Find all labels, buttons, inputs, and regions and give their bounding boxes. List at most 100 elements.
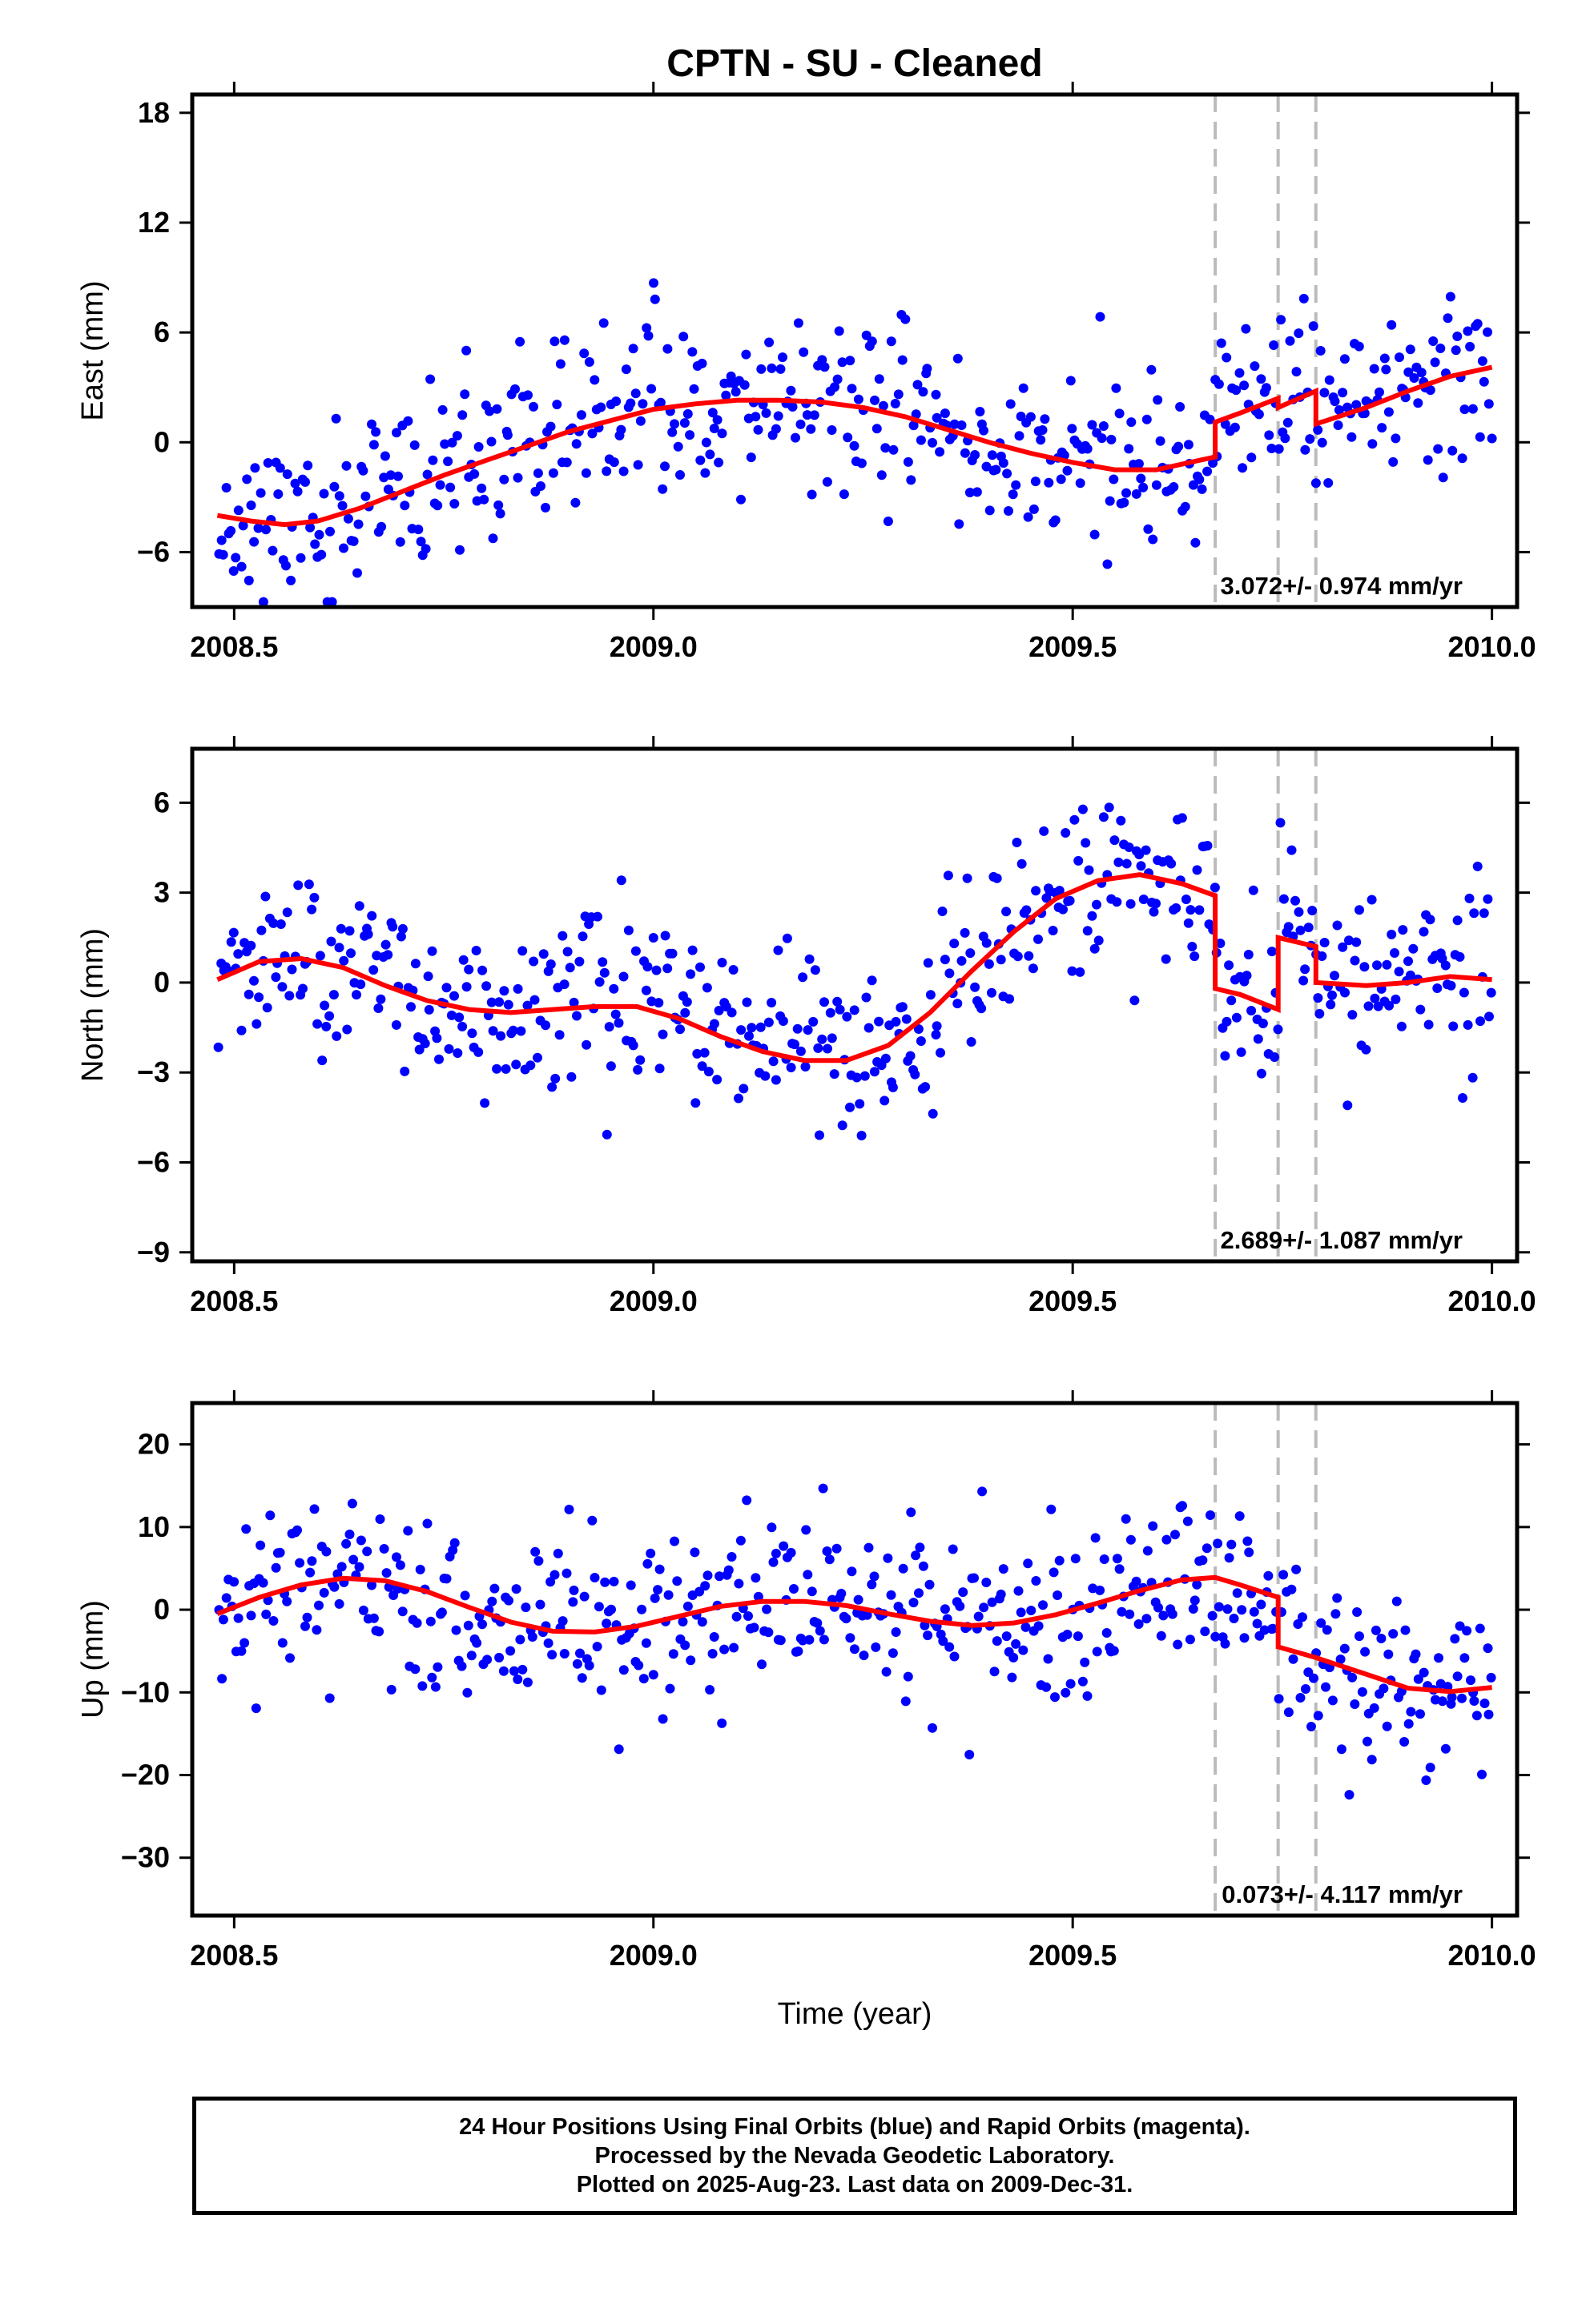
east-data-point bbox=[700, 468, 710, 478]
north-data-point bbox=[1226, 995, 1237, 1006]
north-data-point bbox=[1295, 925, 1306, 935]
up-data-point bbox=[707, 1649, 718, 1659]
east-data-point bbox=[1291, 367, 1302, 377]
up-data-point bbox=[888, 1648, 898, 1659]
north-data-point bbox=[1054, 886, 1065, 896]
up-data-point bbox=[302, 1612, 312, 1622]
north-data-point bbox=[236, 1025, 247, 1035]
north-data-point bbox=[1458, 1093, 1467, 1103]
east-data-point bbox=[579, 348, 590, 359]
east-data-point bbox=[1375, 387, 1384, 397]
north-data-point bbox=[572, 1011, 582, 1021]
east-data-point bbox=[822, 476, 832, 487]
north-data-point bbox=[658, 1029, 668, 1039]
east-data-point bbox=[1124, 444, 1134, 454]
north-data-point bbox=[965, 948, 976, 959]
north-data-point bbox=[829, 1069, 839, 1080]
up-data-point bbox=[1455, 1621, 1465, 1631]
east-data-point bbox=[1214, 379, 1224, 389]
up-data-point bbox=[577, 1673, 587, 1683]
east-data-point bbox=[421, 544, 431, 554]
north-data-point bbox=[332, 1031, 342, 1041]
up-data-point bbox=[374, 1626, 384, 1637]
north-data-point bbox=[633, 1064, 643, 1075]
north-data-point bbox=[324, 1011, 335, 1021]
east-data-point bbox=[630, 388, 641, 399]
east-data-point bbox=[775, 364, 786, 374]
up-data-point bbox=[1344, 1790, 1354, 1800]
east-data-point bbox=[928, 437, 937, 448]
up-data-point bbox=[1399, 1737, 1410, 1747]
up-data-point bbox=[1158, 1610, 1169, 1621]
north-data-point bbox=[813, 1043, 823, 1053]
east-data-point bbox=[972, 487, 982, 497]
up-data-point bbox=[292, 1525, 302, 1535]
north-data-point bbox=[1075, 967, 1085, 977]
north-data-point bbox=[598, 957, 608, 967]
up-data-point bbox=[569, 1585, 579, 1595]
east-data-point bbox=[403, 416, 413, 426]
north-data-point bbox=[861, 992, 871, 1003]
north-data-point bbox=[446, 1010, 457, 1020]
east-data-point bbox=[682, 408, 693, 419]
north-data-point bbox=[1419, 927, 1429, 937]
north-data-point bbox=[1177, 813, 1187, 823]
east-data-point bbox=[447, 437, 457, 448]
north-data-point bbox=[473, 1047, 484, 1057]
east-data-point bbox=[1467, 404, 1478, 414]
north-data-point bbox=[614, 1018, 624, 1028]
east-data-point bbox=[908, 420, 919, 431]
east-data-point bbox=[310, 539, 320, 549]
east-data-point bbox=[802, 410, 812, 420]
up-data-point bbox=[658, 1714, 668, 1724]
east-data-point bbox=[1220, 419, 1230, 429]
east-data-point bbox=[1315, 346, 1326, 356]
up-data-point bbox=[1309, 1673, 1318, 1683]
east-data-point bbox=[570, 497, 581, 508]
east-data-point bbox=[701, 437, 711, 448]
up-data-point bbox=[1207, 1610, 1218, 1621]
north-data-point bbox=[641, 985, 651, 995]
north-data-point bbox=[837, 1120, 847, 1131]
up-data-point bbox=[463, 1620, 473, 1630]
east-data-point bbox=[1216, 338, 1226, 348]
east-data-point bbox=[1330, 396, 1340, 407]
east-data-point bbox=[832, 374, 843, 384]
east-data-point bbox=[1351, 400, 1362, 410]
east-data-point bbox=[305, 522, 316, 533]
north-data-point bbox=[1432, 983, 1443, 993]
north-data-point bbox=[457, 1021, 468, 1031]
up-data-point bbox=[1459, 1653, 1470, 1663]
up-data-point bbox=[1202, 1543, 1212, 1554]
up-data-point bbox=[1200, 1626, 1210, 1637]
up-data-point bbox=[1148, 1521, 1158, 1531]
north-data-point bbox=[1464, 893, 1475, 903]
north-data-point bbox=[687, 945, 698, 955]
north-data-point bbox=[565, 963, 575, 973]
north-data-point bbox=[1286, 845, 1297, 855]
north-ytick-label: 6 bbox=[154, 786, 170, 818]
east-data-point bbox=[660, 461, 670, 472]
up-data-point bbox=[729, 1642, 739, 1653]
up-data-point bbox=[1232, 1588, 1242, 1598]
up-data-point bbox=[487, 1596, 497, 1606]
up-data-point bbox=[940, 1604, 950, 1614]
north-data-point bbox=[1326, 999, 1336, 1010]
north-data-point bbox=[356, 979, 366, 990]
north-data-point bbox=[739, 1084, 749, 1094]
east-data-point bbox=[545, 421, 556, 432]
east-data-point bbox=[400, 501, 410, 511]
north-data-point bbox=[1166, 858, 1177, 869]
north-data-point bbox=[682, 997, 692, 1007]
up-data-point bbox=[723, 1565, 734, 1575]
east-data-point bbox=[987, 450, 997, 460]
north-data-point bbox=[845, 1102, 855, 1112]
up-data-point bbox=[762, 1604, 772, 1614]
north-data-point bbox=[1370, 993, 1380, 1003]
north-data-point bbox=[981, 938, 992, 948]
up-data-point bbox=[1369, 1703, 1379, 1713]
east-data-point bbox=[385, 470, 396, 480]
north-data-point bbox=[832, 996, 843, 1007]
east-data-point bbox=[843, 432, 853, 443]
east-data-point bbox=[786, 385, 796, 396]
